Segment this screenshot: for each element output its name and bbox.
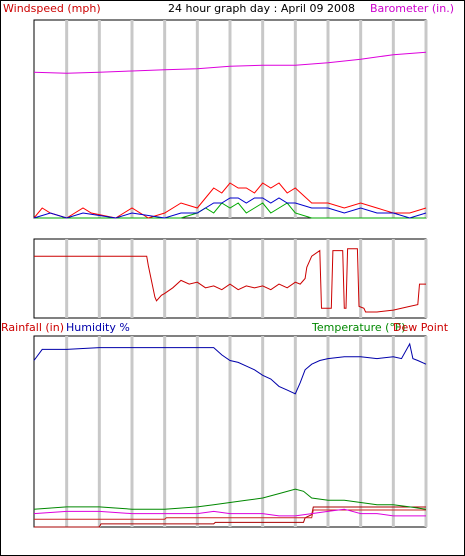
wind-barometer-panel xyxy=(33,19,428,219)
rain-humidity-temp-panel xyxy=(33,335,428,528)
wind-average-series xyxy=(33,197,427,219)
temperature-axis-label: Temperature (°F) xyxy=(311,321,406,334)
gust-series xyxy=(34,202,426,219)
temperature-series xyxy=(33,488,427,510)
wind-direction-series xyxy=(34,248,426,313)
barometer-series xyxy=(33,51,427,74)
barometer-axis-label: Barometer (in.) xyxy=(370,2,454,15)
dewpoint-axis-label: Dew Point xyxy=(393,321,449,334)
rainfall-axis-label: Rainfall (in) xyxy=(1,321,64,334)
wind-direction-panel xyxy=(33,238,428,319)
humidity-axis-label: Humidity % xyxy=(66,321,130,334)
chart-title: 24 hour graph day : April 09 2008 xyxy=(168,2,355,15)
rain-series-2 xyxy=(34,509,426,520)
rain-series-1 xyxy=(34,506,426,528)
humidity-series xyxy=(33,342,427,395)
dewpoint-series xyxy=(33,508,426,517)
windspeed-axis-label: Windspeed (mph) xyxy=(3,2,101,15)
windspeed-series xyxy=(33,182,427,219)
